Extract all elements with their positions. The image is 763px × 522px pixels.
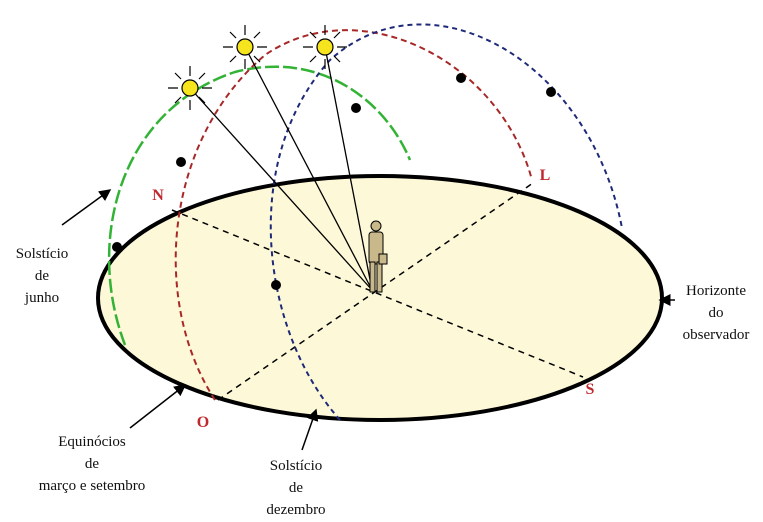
sun-path-diagram: N L O S Solstício de junho Horizonte do … [0,0,763,522]
annotation-line: Solstício [16,246,69,262]
west-label: O [197,414,209,431]
annotation-line: março e setembro [39,478,146,494]
annotation-line: de [35,268,50,284]
annotation-line: de [289,480,304,496]
annotation-line: de [85,456,100,472]
north-label: N [152,187,164,204]
horizon [98,176,662,420]
annotation-line: observador [683,327,750,343]
annotation-line: do [709,305,724,321]
annotation-line: dezembro [266,502,325,518]
annotation-line: junho [24,290,59,306]
south-label: S [586,381,595,398]
annotation-line: Horizonte [686,283,746,299]
annotation-line: Equinócios [58,434,126,450]
annotation-line: Solstício [270,458,323,474]
east-label: L [540,167,551,184]
